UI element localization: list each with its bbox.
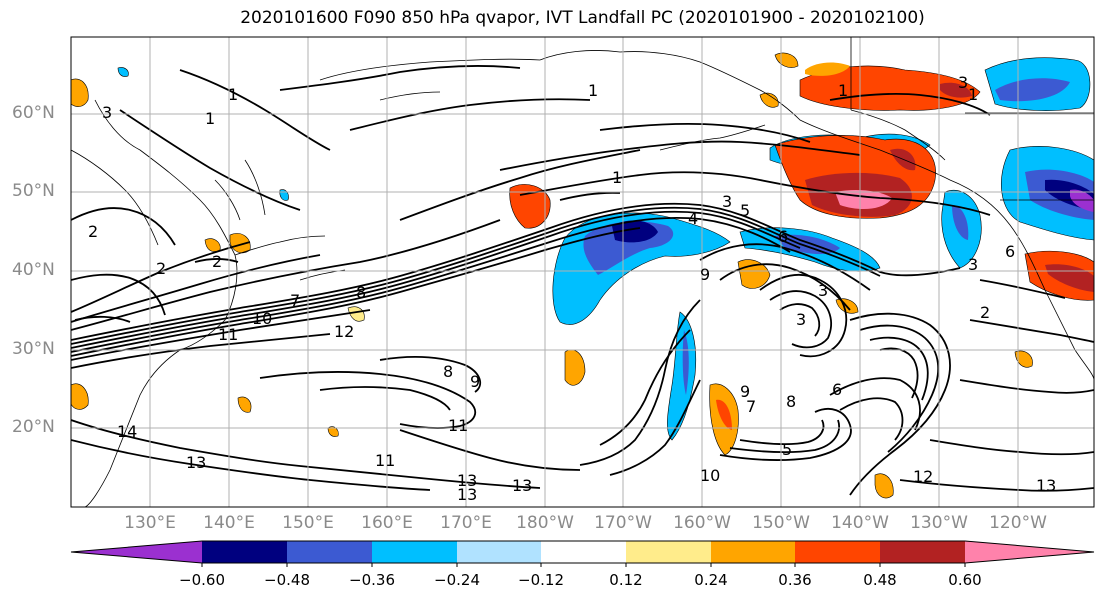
contour-label: 13 xyxy=(1036,476,1056,495)
colorbar-tick-label: 0.24 xyxy=(694,571,728,589)
longitude-label: 170°W xyxy=(594,513,652,533)
contour-label: 13 xyxy=(457,471,477,490)
longitude-label: 140°E xyxy=(203,513,255,533)
colorbar-segment xyxy=(711,541,795,563)
contour-label: 7 xyxy=(290,291,300,310)
contour-label: 9 xyxy=(740,382,750,401)
colorbar-tick-label: −0.48 xyxy=(264,571,310,589)
contour-label: 11 xyxy=(448,416,468,435)
contour-label: 8 xyxy=(356,283,366,302)
contour-label: 1 xyxy=(612,168,622,187)
colorbar-tick-label: 0.12 xyxy=(609,571,643,589)
contour-label: 13 xyxy=(186,453,206,472)
latitude-label: 30°N xyxy=(12,339,55,359)
contour-label: 3 xyxy=(796,310,806,329)
contour-lines xyxy=(71,65,1094,496)
colorbar xyxy=(70,540,1095,567)
longitude-label: 130°E xyxy=(124,513,176,533)
longitude-label: 170°E xyxy=(440,513,492,533)
contour-label: 13 xyxy=(512,476,532,495)
contour-label: 1 xyxy=(968,85,978,104)
colorbar-extend-high xyxy=(965,541,1094,563)
contour-label: 10 xyxy=(700,466,720,485)
colorbar-segment xyxy=(626,541,711,563)
graticule xyxy=(71,37,1094,507)
contour-label: 1 xyxy=(228,85,238,104)
latitude-label: 60°N xyxy=(12,103,55,123)
contour-label: 12 xyxy=(334,322,354,341)
contour-label: 4 xyxy=(688,209,698,228)
colorbar-segment xyxy=(880,541,965,563)
contour-label: 2 xyxy=(212,252,222,271)
contour-label: 3 xyxy=(102,103,112,122)
latitude-label: 50°N xyxy=(12,181,55,201)
colorbar-extend-low xyxy=(71,541,202,563)
contour-label: 5 xyxy=(740,201,750,220)
longitude-label: 160°W xyxy=(673,513,731,533)
contour-label: 2 xyxy=(156,259,166,278)
longitude-label: 180°W xyxy=(516,513,574,533)
colorbar-tick-label: −0.24 xyxy=(434,571,480,589)
map-frame xyxy=(70,36,1095,508)
contour-label: 13 xyxy=(457,485,477,504)
contour-label: 10 xyxy=(252,309,272,328)
contour-label: 3 xyxy=(722,192,732,211)
contour-label: 11 xyxy=(218,325,238,344)
colorbar-tick-label: 0.36 xyxy=(778,571,812,589)
contour-label: 2 xyxy=(980,303,990,322)
contour-label: 6 xyxy=(778,227,788,246)
contour-label: 1 xyxy=(205,109,215,128)
longitude-label: 150°E xyxy=(282,513,334,533)
colorbar-tick-label: −0.60 xyxy=(179,571,225,589)
colorbar-tick-label: 0.48 xyxy=(863,571,897,589)
contour-label: 1 xyxy=(838,81,848,100)
contour-label: 3 xyxy=(818,281,828,300)
latitude-label: 40°N xyxy=(12,260,55,280)
contour-label: 1 xyxy=(588,81,598,100)
colorbar-segment xyxy=(372,541,457,563)
contour-label: 8 xyxy=(786,392,796,411)
longitude-label: 150°W xyxy=(752,513,810,533)
contour-label: 9 xyxy=(470,372,480,391)
longitude-label: 120°W xyxy=(989,513,1047,533)
colorbar-segment xyxy=(795,541,880,563)
contour-label: 2 xyxy=(88,222,98,241)
colorbar-segment xyxy=(287,541,372,563)
colorbar-tick-label: −0.36 xyxy=(349,571,395,589)
longitude-label: 140°W xyxy=(831,513,889,533)
latitude-label: 20°N xyxy=(12,417,55,437)
contour-label: 14 xyxy=(117,422,137,441)
colorbar-segment xyxy=(202,541,287,563)
contour-label: 8 xyxy=(443,362,453,381)
colorbar-tick-label: 0.60 xyxy=(948,571,982,589)
colorbar-segment xyxy=(541,541,626,563)
contour-label: 6 xyxy=(832,380,842,399)
contour-label: 11 xyxy=(375,451,395,470)
contour-label: 7 xyxy=(746,397,756,416)
longitude-label: 130°W xyxy=(910,513,968,533)
contour-label: 9 xyxy=(700,265,710,284)
contour-label: 6 xyxy=(1005,242,1015,261)
map-title: 2020101600 F090 850 hPa qvapor, IVT Land… xyxy=(240,8,925,28)
contour-label: 12 xyxy=(913,467,933,486)
contour-label: 3 xyxy=(968,255,978,274)
contour-label: 5 xyxy=(782,440,792,459)
longitude-label: 160°E xyxy=(361,513,413,533)
contour-label: 3 xyxy=(958,73,968,92)
colorbar-tick-label: −0.12 xyxy=(518,571,564,589)
colorbar-segment xyxy=(457,541,541,563)
